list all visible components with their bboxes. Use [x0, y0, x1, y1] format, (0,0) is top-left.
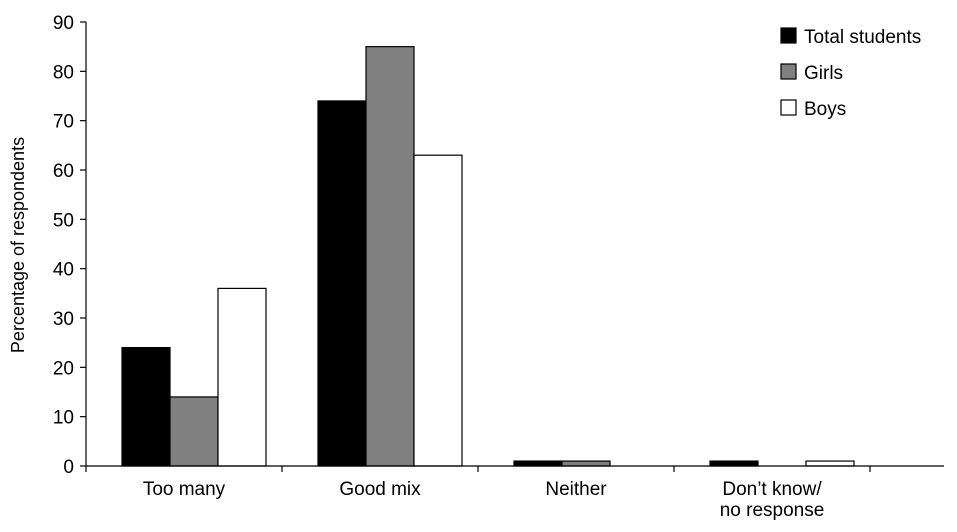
y-tick-label: 20 — [53, 358, 74, 379]
y-tick-label: 90 — [53, 13, 74, 34]
bar-boys — [805, 460, 855, 467]
y-tick-label: 70 — [53, 112, 74, 133]
legend-swatch — [780, 63, 797, 80]
bars — [121, 46, 855, 467]
bar-total-students — [317, 100, 367, 467]
bar-girls — [365, 46, 415, 467]
legend: Total students Girls Boys — [780, 27, 921, 120]
y-tick-label: 40 — [53, 260, 74, 281]
bar-total-students — [513, 460, 563, 467]
bar-girls — [561, 460, 611, 467]
legend-swatch — [780, 27, 797, 44]
y-axis-ticks: 0 10 20 30 40 50 60 70 80 90 — [53, 13, 86, 478]
y-axis-title: Percentage of respondents — [8, 137, 28, 353]
x-category-label: Don’t know/no response — [720, 479, 825, 521]
bar-total-students — [121, 347, 171, 467]
y-tick-label: 80 — [53, 62, 74, 83]
y-tick-label: 0 — [63, 457, 74, 478]
x-category-label: Too many — [143, 479, 226, 500]
bar-girls — [169, 396, 219, 467]
legend-label: Boys — [804, 99, 846, 120]
bar-boys — [217, 287, 267, 467]
y-tick-label: 30 — [53, 309, 74, 330]
bar-total-students — [709, 460, 759, 467]
legend-swatch — [780, 99, 797, 116]
y-tick-label: 10 — [53, 408, 74, 429]
x-category-label: Good mix — [339, 479, 421, 500]
y-tick-label: 50 — [53, 210, 74, 231]
x-axis-labels: Too many Good mix Neither Don’t know/no res… — [85, 466, 871, 521]
legend-label: Total students — [804, 27, 921, 48]
bar-boys — [413, 154, 463, 467]
y-tick-label: 60 — [53, 161, 74, 182]
x-category-label: Neither — [545, 479, 607, 500]
legend-label: Girls — [804, 63, 843, 84]
